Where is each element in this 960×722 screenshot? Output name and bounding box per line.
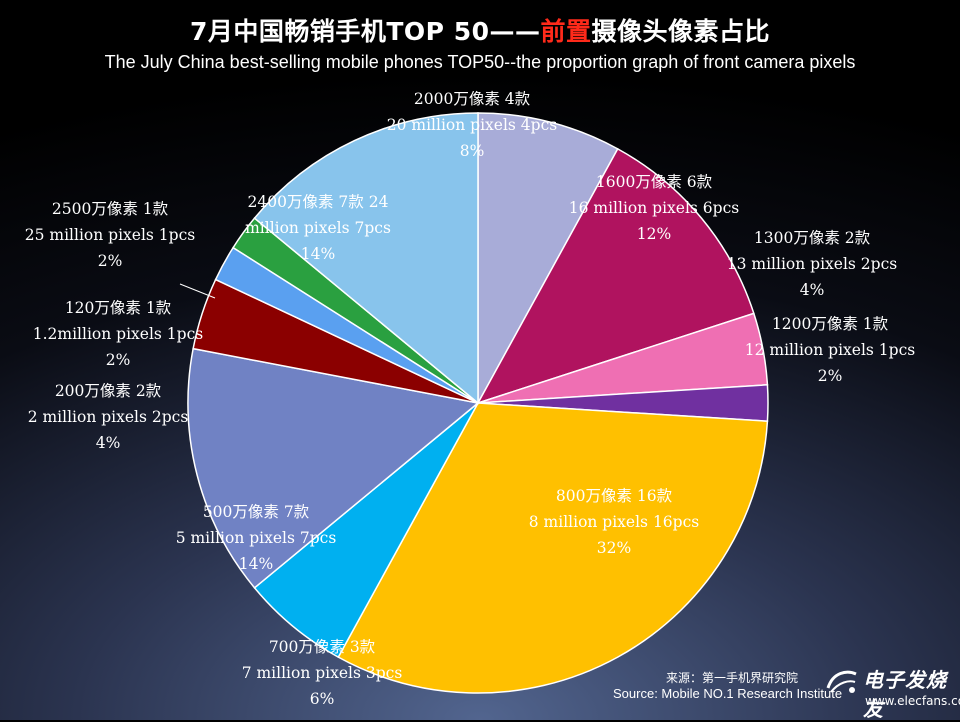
slice-label-line: 20 million pixels 4pcs [387,116,558,134]
slice-label-line: 12% [637,225,671,243]
slice-label-line: 2000万像素 4款 [414,90,531,108]
slice-label-line: 1600万像素 6款 [596,173,713,191]
slice-label-4: 800万像素 16款 8 million pixels 16pcs 32% [529,487,700,557]
chart-title: 7月中国畅销手机TOP 50——前置摄像头像素占比 [0,12,960,48]
slice-label-line: 12 million pixels 1pcs [745,341,916,359]
slice-label-line: 200万像素 2款 [55,382,162,400]
slice-label-0: 2000万像素 4款 20 million pixels 4pcs 8% [387,90,558,160]
logo-icon [826,670,857,693]
slice-label-line: 32% [597,539,631,557]
slice-label-3: 1200万像素 1款 12 million pixels 1pcs 2% [745,315,916,385]
leader-line [179,283,216,299]
slice-label-line: 14% [301,245,335,263]
pie-labels: 2000万像素 4款 20 million pixels 4pcs 8% 1600万像… [25,90,916,708]
slice-label-line: 5 million pixels 7pcs [176,529,337,547]
slice-label-5: 700万像素 3款 7 million pixels 3pcs 6% [242,638,403,708]
watermark-logo: 电子发烧友 www.elecfans.com [825,664,960,721]
slice-label-line: 2500万像素 1款 [52,200,169,218]
pie-slice-0 [477,112,619,404]
slice-label-line: 25 million pixels 1pcs [25,226,196,244]
slice-label-line: 120万像素 1款 [65,299,172,317]
title-part1: 7月中国畅销手机TOP 50—— [189,17,541,46]
slice-label-line: 4% [800,281,825,299]
slice-label-line: 8 million pixels 16pcs [529,513,700,531]
slice-label-10: 2400万像素 7款 24 million pixels 7pcs 14% [245,193,391,263]
slice-label-line: 13 million pixels 2pcs [727,255,898,273]
slice-label-9: 2500万像素 1款 25 million pixels 1pcs 2% [25,200,196,270]
slice-label-line: 500万像素 7款 [203,503,310,521]
title-part2: 摄像头像素占比 [591,17,771,46]
slice-label-line: 8% [460,142,485,160]
chart-subtitle: The July China best-selling mobile phone… [104,52,856,72]
slice-label-line: 7 million pixels 3pcs [242,664,403,682]
slice-label-line: 1.2million pixels 1pcs [33,325,204,343]
title-highlight: 前置 [540,17,592,46]
slice-label-line: 1200万像素 1款 [772,315,889,333]
slice-label-line: 2% [818,367,843,385]
slice-label-line: 2% [106,351,131,369]
pie-slices [187,112,769,694]
pie-slice-1 [476,147,755,405]
slice-label-1: 1600万像素 6款 16 million pixels 6pcs 12% [569,173,740,243]
slice-label-7: 200万像素 2款 2 million pixels 2pcs 4% [28,382,189,452]
slice-label-8: 120万像素 1款 1.2million pixels 1pcs 2% [33,299,204,369]
slice-label-line: 2% [98,252,123,270]
slice-label-line: 2400万像素 7款 24 [248,193,389,211]
source-cn: 来源：第一手机界研究院 [666,671,799,685]
slice-label-2: 1300万像素 2款 13 million pixels 2pcs 4% [727,229,898,299]
slice-label-line: 700万像素 3款 [269,638,376,656]
pie-slice-10 [253,112,479,405]
slice-label-line: 1300万像素 2款 [754,229,871,247]
slice-label-line: 4% [96,434,121,452]
watermark-cn: 电子发烧友 [863,668,947,721]
slice-label-6: 500万像素 7款 5 million pixels 7pcs 14% [176,503,337,573]
slice-label-line: 6% [310,690,335,708]
slice-label-line: 800万像素 16款 [556,487,673,505]
slice-label-line: 14% [239,555,273,573]
watermark-en: www.elecfans.com [865,694,960,708]
source-en: Source: Mobile NO.1 Research Institute [613,686,843,701]
pie-slice-6 [187,347,480,589]
slice-label-line: million pixels 7pcs [245,219,391,237]
slice-label-line: 2 million pixels 2pcs [28,408,189,426]
pie-slice-4 [337,402,769,694]
slice-label-line: 16 million pixels 6pcs [569,199,740,217]
